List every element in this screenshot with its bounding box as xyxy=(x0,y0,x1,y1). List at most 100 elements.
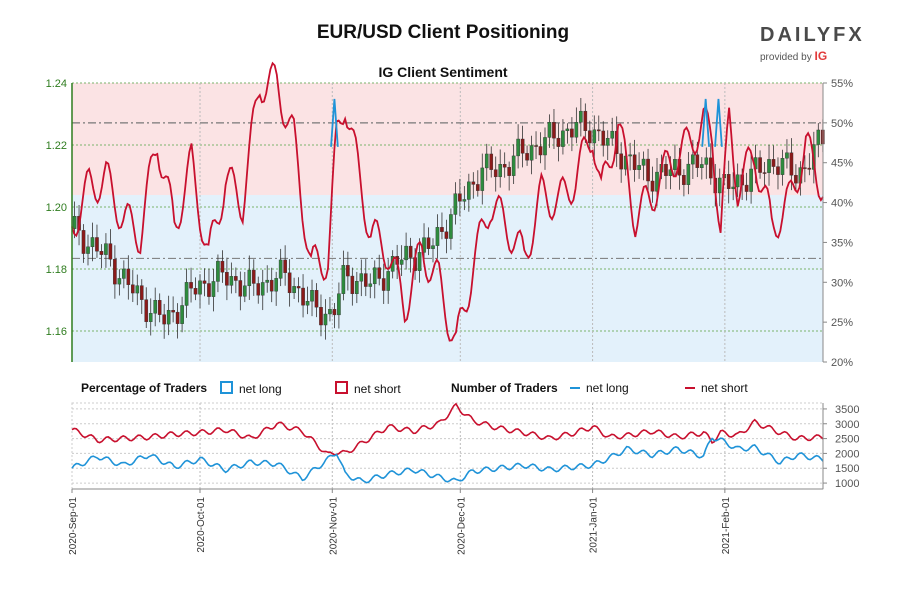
candle-body xyxy=(655,171,659,192)
price-tick-label: 1.16 xyxy=(46,326,67,338)
candle-body xyxy=(256,283,261,296)
candle-body xyxy=(90,237,95,248)
date-tick-label: 2020-Sep-01 xyxy=(68,497,79,555)
logo-wordmark: DAILYFX xyxy=(760,24,865,46)
candle-body xyxy=(314,290,319,308)
num-net-short-line xyxy=(71,402,824,456)
candle-body xyxy=(323,313,328,326)
candle-body xyxy=(251,269,256,284)
candle-body xyxy=(641,158,646,166)
candle-body xyxy=(489,153,494,170)
candle-body xyxy=(686,163,691,185)
candle-body xyxy=(238,280,243,297)
candle-body xyxy=(449,214,453,239)
candle-body xyxy=(498,164,502,178)
date-tick-label: 2020-Nov-01 xyxy=(328,497,339,555)
candle-body xyxy=(543,137,547,156)
candle-body xyxy=(480,167,485,191)
candle-body xyxy=(381,278,386,291)
candle-body xyxy=(816,129,821,145)
candle-body xyxy=(95,237,99,252)
candle-body xyxy=(193,288,198,295)
candle-body xyxy=(148,313,153,322)
top-panel-background xyxy=(72,83,823,362)
candle-body xyxy=(556,137,561,147)
pct-net-long-spike xyxy=(714,98,723,147)
legend-pct-short: net short xyxy=(335,381,401,396)
number-tick-label: 1500 xyxy=(835,463,859,475)
candle-body xyxy=(122,268,126,279)
candle-body xyxy=(610,130,615,139)
price-tick-label: 1.18 xyxy=(46,264,67,276)
logo-provided-text: provided by xyxy=(760,52,812,63)
line-long-icon xyxy=(570,387,580,389)
candle-body xyxy=(511,155,516,176)
candle-body xyxy=(346,265,350,277)
candle-body xyxy=(386,271,390,291)
candle-body xyxy=(216,260,220,282)
candle-body xyxy=(72,216,77,229)
candle-body xyxy=(319,307,323,326)
candle-body xyxy=(269,279,274,292)
candle-body xyxy=(767,159,771,173)
candle-body xyxy=(552,122,556,139)
candle-body xyxy=(673,159,677,170)
candle-body xyxy=(99,251,104,255)
number-tick-label: 1000 xyxy=(835,478,859,490)
candle-body xyxy=(700,164,704,168)
candle-body xyxy=(803,167,807,169)
candle-body xyxy=(467,181,471,200)
candle-body xyxy=(758,157,762,173)
candle-body xyxy=(265,279,270,283)
legend-num-title: Number of Traders xyxy=(451,381,558,395)
candle-body xyxy=(574,122,579,138)
candle-body xyxy=(561,130,565,147)
candle-body xyxy=(596,129,601,132)
candle-body xyxy=(771,159,776,167)
candle-body xyxy=(229,276,234,286)
candle-body xyxy=(422,237,426,253)
logo-ig: IG xyxy=(814,49,828,63)
candle-body xyxy=(520,138,525,154)
legend-num-short-label: net short xyxy=(701,381,748,395)
percentage-lines xyxy=(71,61,824,342)
top-panel-axes: 1.16 1.18 1.20 1.22 1.24 20% 25% 30% 35% 40% 45% 50… xyxy=(46,78,854,369)
candle-body xyxy=(332,309,337,316)
candle-body xyxy=(234,276,238,281)
candle-body xyxy=(570,128,574,138)
candle-body xyxy=(592,129,597,144)
candle-body xyxy=(525,153,529,161)
candle-body xyxy=(162,314,166,325)
pct-tick-label: 50% xyxy=(831,118,853,130)
candle-body xyxy=(86,246,90,254)
candle-body xyxy=(350,275,355,294)
legend-pct-long: net long xyxy=(220,381,282,396)
candle-body xyxy=(708,157,713,179)
pct-net-short-line xyxy=(71,61,824,342)
candle-body xyxy=(184,282,189,306)
candle-body xyxy=(440,227,444,232)
candle-body xyxy=(408,245,413,258)
candle-body xyxy=(153,300,158,314)
candle-body xyxy=(81,230,86,254)
candle-body xyxy=(695,154,700,168)
candle-body xyxy=(301,287,305,306)
candle-body xyxy=(807,167,812,170)
candle-body xyxy=(355,281,359,294)
legend-num-long-label: net long xyxy=(586,381,629,395)
candle-body xyxy=(502,164,507,168)
candle-body xyxy=(180,305,184,324)
pct-tick-label: 55% xyxy=(831,78,853,90)
candle-body xyxy=(359,273,364,282)
chart-subtitle: IG Client Sentiment xyxy=(378,64,508,80)
candle-body xyxy=(780,158,785,175)
pct-tick-label: 35% xyxy=(831,237,853,249)
pct-tick-label: 45% xyxy=(831,158,853,170)
candle-body xyxy=(310,290,314,302)
legend-pct-long-label: net long xyxy=(239,382,282,396)
long-zone-band xyxy=(72,195,823,362)
number-tick-label: 3000 xyxy=(835,419,859,431)
candle-body xyxy=(399,259,404,265)
number-lines xyxy=(71,402,824,484)
candle-body xyxy=(493,169,498,178)
